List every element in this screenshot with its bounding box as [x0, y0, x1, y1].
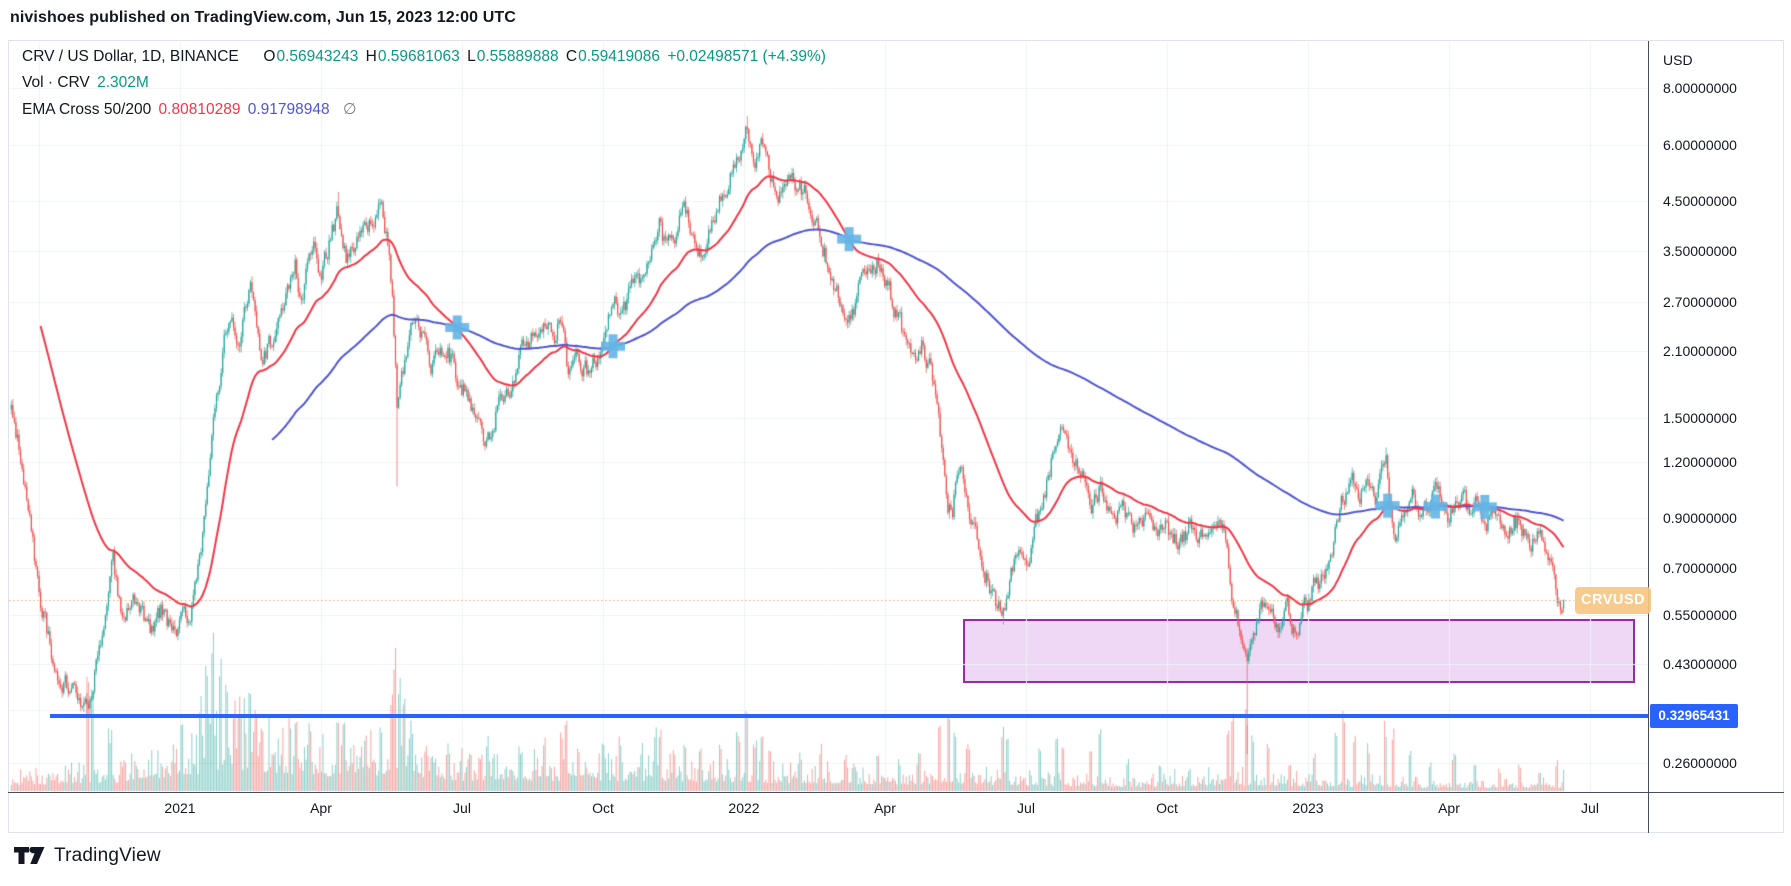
low-label: L	[467, 48, 476, 65]
time-tick-label: Apr	[310, 800, 332, 816]
price-tick-label: 2.70000000	[1663, 293, 1737, 310]
price-tick-label: 4.50000000	[1663, 193, 1737, 210]
horizontal-ray-price-tag[interactable]: 0.32965431	[1650, 704, 1738, 729]
horizontal-ray-drawing[interactable]	[50, 714, 1648, 719]
close-label: C	[565, 48, 578, 65]
price-tick-label: 0.55000000	[1663, 607, 1737, 624]
time-tick-label: Jul	[1017, 800, 1035, 816]
high-value: 0.59681063	[377, 48, 460, 65]
ema-fast-value: 0.80810289	[158, 101, 241, 118]
time-tick-label: Jul	[453, 800, 471, 816]
price-tick-label: 0.70000000	[1663, 559, 1737, 576]
price-tick-label: 1.50000000	[1663, 409, 1737, 426]
legend-row-ema[interactable]: EMA Cross 50/200 0.80810289 0.91798948 ∅	[22, 100, 359, 119]
tradingview-logo-text: TradingView	[54, 845, 161, 866]
legend-row-volume[interactable]: Vol · CRV 2.302M	[22, 74, 152, 92]
price-tick-label: 3.50000000	[1663, 242, 1737, 259]
tradingview-logo[interactable]: TradingView	[14, 845, 161, 867]
price-tick-label: 0.43000000	[1663, 655, 1737, 672]
price-tick-label: 8.00000000	[1663, 79, 1737, 96]
high-label: H	[365, 48, 377, 65]
price-tick-label: 6.00000000	[1663, 136, 1737, 153]
price-tick-label: 2.10000000	[1663, 343, 1737, 360]
price-axis-border	[1648, 41, 1649, 833]
price-axis-unit: USD	[1663, 52, 1693, 68]
close-value: 0.59419086	[578, 48, 660, 65]
legend-row-symbol[interactable]: CRV / US Dollar, 1D, BINANCE O0.56943243…	[22, 48, 829, 66]
time-tick-label: Oct	[1156, 800, 1178, 816]
time-tick-label: 2023	[1292, 800, 1324, 816]
open-value: 0.56943243	[276, 48, 359, 65]
price-tick-label: 1.20000000	[1663, 453, 1737, 470]
time-tick-label: Apr	[874, 800, 896, 816]
open-label: O	[263, 48, 276, 65]
time-tick-label: 2022	[728, 800, 760, 816]
ema-cross-label: EMA Cross 50/200	[22, 101, 152, 118]
price-tick-label: 0.90000000	[1663, 510, 1737, 527]
time-axis-border	[8, 792, 1784, 793]
time-tick-label: Apr	[1438, 800, 1460, 816]
time-tick-label: 2021	[164, 800, 196, 816]
symbol-price-tag[interactable]: CRVUSD	[1575, 586, 1651, 614]
price-tick-label: 0.26000000	[1663, 754, 1737, 771]
tradingview-logo-icon	[14, 846, 45, 864]
time-tick-label: Oct	[592, 800, 614, 816]
time-tick-label: Jul	[1581, 800, 1599, 816]
ema-slow-value: 0.91798948	[247, 101, 330, 118]
volume-label: Vol · CRV	[22, 74, 90, 91]
empty-set-icon: ∅	[342, 101, 357, 118]
change-value: +0.02498571 (+4.39%)	[667, 48, 826, 65]
symbol-title[interactable]: CRV / US Dollar, 1D, BINANCE	[22, 48, 239, 65]
low-value: 0.55889888	[476, 48, 559, 65]
volume-value: 2.302M	[97, 74, 149, 91]
